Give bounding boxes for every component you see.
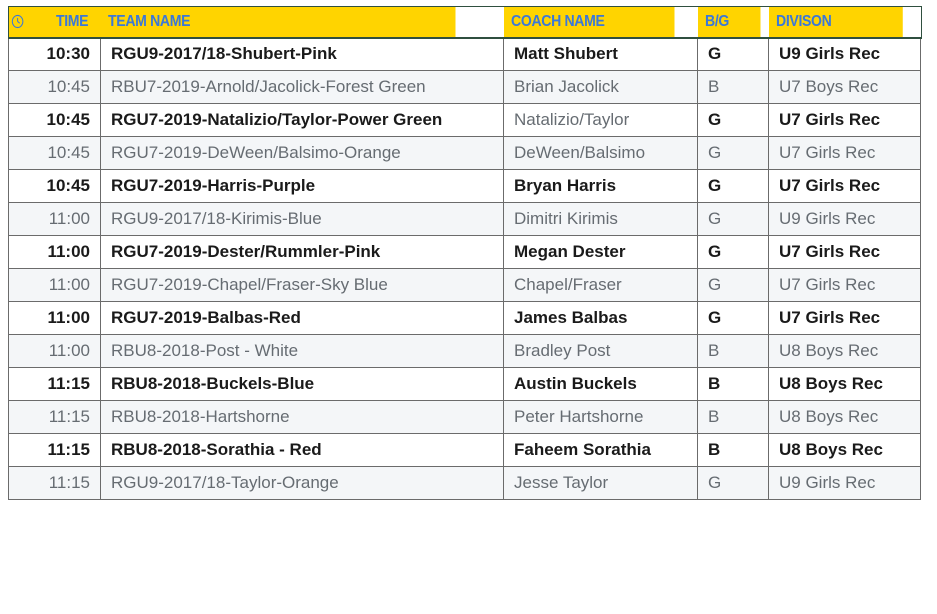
cell-division: U9 Girls Rec: [768, 202, 921, 236]
cell-bg: G: [697, 235, 769, 269]
table-row[interactable]: 11:15 RBU8-2018-Sorathia - Red Faheem Sora…: [8, 433, 921, 467]
cell-team-name: RBU8-2018-Sorathia - Red: [100, 433, 504, 467]
cell-coach-name: Natalizio/Taylor: [503, 103, 698, 137]
cell-division: U7 Girls Rec: [768, 136, 921, 170]
cell-team-name: RGU7-2019-Balbas-Red: [100, 301, 504, 335]
cell-division: U7 Girls Rec: [768, 235, 921, 269]
table-body: 10:30 RGU9-2017/18-Shubert-Pink Matt Shube…: [8, 37, 921, 500]
cell-team-name: RGU9-2017/18-Taylor-Orange: [100, 466, 504, 500]
cell-bg: G: [697, 301, 769, 335]
cell-division: U7 Girls Rec: [768, 169, 921, 203]
table-row[interactable]: 11:00 RGU7-2019-Balbas-Red James Balbas G U7…: [8, 301, 921, 335]
table-row[interactable]: 11:15 RBU8-2018-Hartshorne Peter Hartshorn…: [8, 400, 921, 434]
cell-bg: G: [697, 466, 769, 500]
column-header-division[interactable]: DIVISON: [768, 6, 903, 38]
table-row[interactable]: 10:45 RGU7-2019-Harris-Purple Bryan Harris…: [8, 169, 921, 203]
schedule-container: TIME TEAM NAME COACH NAME B/G DIVISON 10…: [7, 5, 922, 500]
cell-coach-name: DeWeen/Balsimo: [503, 136, 698, 170]
cell-team-name: RGU9-2017/18-Shubert-Pink: [100, 37, 504, 71]
table-row[interactable]: 11:15 RGU9-2017/18-Taylor-Orange Jesse Tay…: [8, 466, 921, 500]
table-row[interactable]: 10:45 RGU7-2019-DeWeen/Balsimo-Orange DeWe…: [8, 136, 921, 170]
cell-division: U8 Boys Rec: [768, 433, 921, 467]
column-header-time-label: TIME: [55, 12, 89, 30]
cell-division: U7 Girls Rec: [768, 103, 921, 137]
cell-coach-name: Faheem Sorathia: [503, 433, 698, 467]
cell-team-name: RGU7-2019-DeWeen/Balsimo-Orange: [100, 136, 504, 170]
cell-bg: B: [697, 70, 769, 104]
cell-time: 11:15: [8, 400, 101, 434]
cell-team-name: RBU7-2019-Arnold/Jacolick-Forest Green: [100, 70, 504, 104]
cell-team-name: RGU7-2019-Dester/Rummler-Pink: [100, 235, 504, 269]
header-row: TIME TEAM NAME COACH NAME B/G DIVISON: [7, 5, 922, 39]
cell-time: 11:15: [8, 367, 101, 401]
column-header-bg[interactable]: B/G: [697, 6, 760, 38]
cell-coach-name: Megan Dester: [503, 235, 698, 269]
cell-coach-name: Brian Jacolick: [503, 70, 698, 104]
cell-team-name: RGU9-2017/18-Kirimis-Blue: [100, 202, 504, 236]
cell-division: U9 Girls Rec: [768, 37, 921, 71]
cell-coach-name: Chapel/Fraser: [503, 268, 698, 302]
cell-coach-name: Jesse Taylor: [503, 466, 698, 500]
table-row[interactable]: 11:00 RBU8-2018-Post - White Bradley Post B…: [8, 334, 921, 368]
schedule-table: TIME TEAM NAME COACH NAME B/G DIVISON 10…: [7, 5, 922, 500]
cell-coach-name: Bryan Harris: [503, 169, 698, 203]
cell-time: 11:00: [8, 268, 101, 302]
cell-team-name: RBU8-2018-Buckels-Blue: [100, 367, 504, 401]
cell-coach-name: James Balbas: [503, 301, 698, 335]
cell-division: U7 Girls Rec: [768, 301, 921, 335]
cell-bg: G: [697, 136, 769, 170]
table-row[interactable]: 11:15 RBU8-2018-Buckels-Blue Austin Buckel…: [8, 367, 921, 401]
cell-division: U8 Boys Rec: [768, 367, 921, 401]
cell-team-name: RGU7-2019-Natalizio/Taylor-Power Green: [100, 103, 504, 137]
column-header-team-name[interactable]: TEAM NAME: [100, 6, 456, 38]
cell-team-name: RGU7-2019-Harris-Purple: [100, 169, 504, 203]
table-row[interactable]: 10:45 RGU7-2019-Natalizio/Taylor-Power Gr…: [8, 103, 921, 137]
cell-time: 11:00: [8, 235, 101, 269]
table-row[interactable]: 10:30 RGU9-2017/18-Shubert-Pink Matt Shube…: [8, 37, 921, 71]
cell-coach-name: Peter Hartshorne: [503, 400, 698, 434]
cell-team-name: RBU8-2018-Hartshorne: [100, 400, 504, 434]
cell-division: U7 Boys Rec: [768, 70, 921, 104]
cell-time: 11:00: [8, 301, 101, 335]
table-header: TIME TEAM NAME COACH NAME B/G DIVISON: [7, 5, 922, 39]
cell-bg: B: [697, 433, 769, 467]
table-row[interactable]: 11:00 RGU7-2019-Dester/Rummler-Pink Megan …: [8, 235, 921, 269]
table-row[interactable]: 10:45 RBU7-2019-Arnold/Jacolick-Forest Gr…: [8, 70, 921, 104]
cell-bg: G: [697, 202, 769, 236]
cell-coach-name: Matt Shubert: [503, 37, 698, 71]
cell-bg: B: [697, 334, 769, 368]
cell-coach-name: Bradley Post: [503, 334, 698, 368]
cell-time: 11:00: [8, 202, 101, 236]
cell-time: 11:15: [8, 466, 101, 500]
cell-bg: G: [697, 268, 769, 302]
cell-bg: G: [697, 103, 769, 137]
column-header-coach-name[interactable]: COACH NAME: [503, 6, 675, 38]
table-row[interactable]: 11:00 RGU9-2017/18-Kirimis-Blue Dimitri Ki…: [8, 202, 921, 236]
cell-division: U8 Boys Rec: [768, 334, 921, 368]
cell-bg: B: [697, 400, 769, 434]
cell-time: 10:45: [8, 103, 101, 137]
clock-icon: [11, 14, 24, 29]
table-row[interactable]: 11:00 RGU7-2019-Chapel/Fraser-Sky Blue Cha…: [8, 268, 921, 302]
cell-division: U8 Boys Rec: [768, 400, 921, 434]
cell-division: U7 Girls Rec: [768, 268, 921, 302]
cell-time: 10:45: [8, 169, 101, 203]
cell-time: 10:30: [8, 37, 101, 71]
cell-bg: B: [697, 367, 769, 401]
cell-division: U9 Girls Rec: [768, 466, 921, 500]
cell-time: 11:15: [8, 433, 101, 467]
cell-time: 10:45: [8, 70, 101, 104]
cell-coach-name: Dimitri Kirimis: [503, 202, 698, 236]
cell-time: 11:00: [8, 334, 101, 368]
cell-bg: G: [697, 37, 769, 71]
cell-bg: G: [697, 169, 769, 203]
cell-team-name: RBU8-2018-Post - White: [100, 334, 504, 368]
cell-time: 10:45: [8, 136, 101, 170]
cell-team-name: RGU7-2019-Chapel/Fraser-Sky Blue: [100, 268, 504, 302]
column-header-time[interactable]: TIME: [8, 6, 101, 38]
cell-coach-name: Austin Buckels: [503, 367, 698, 401]
